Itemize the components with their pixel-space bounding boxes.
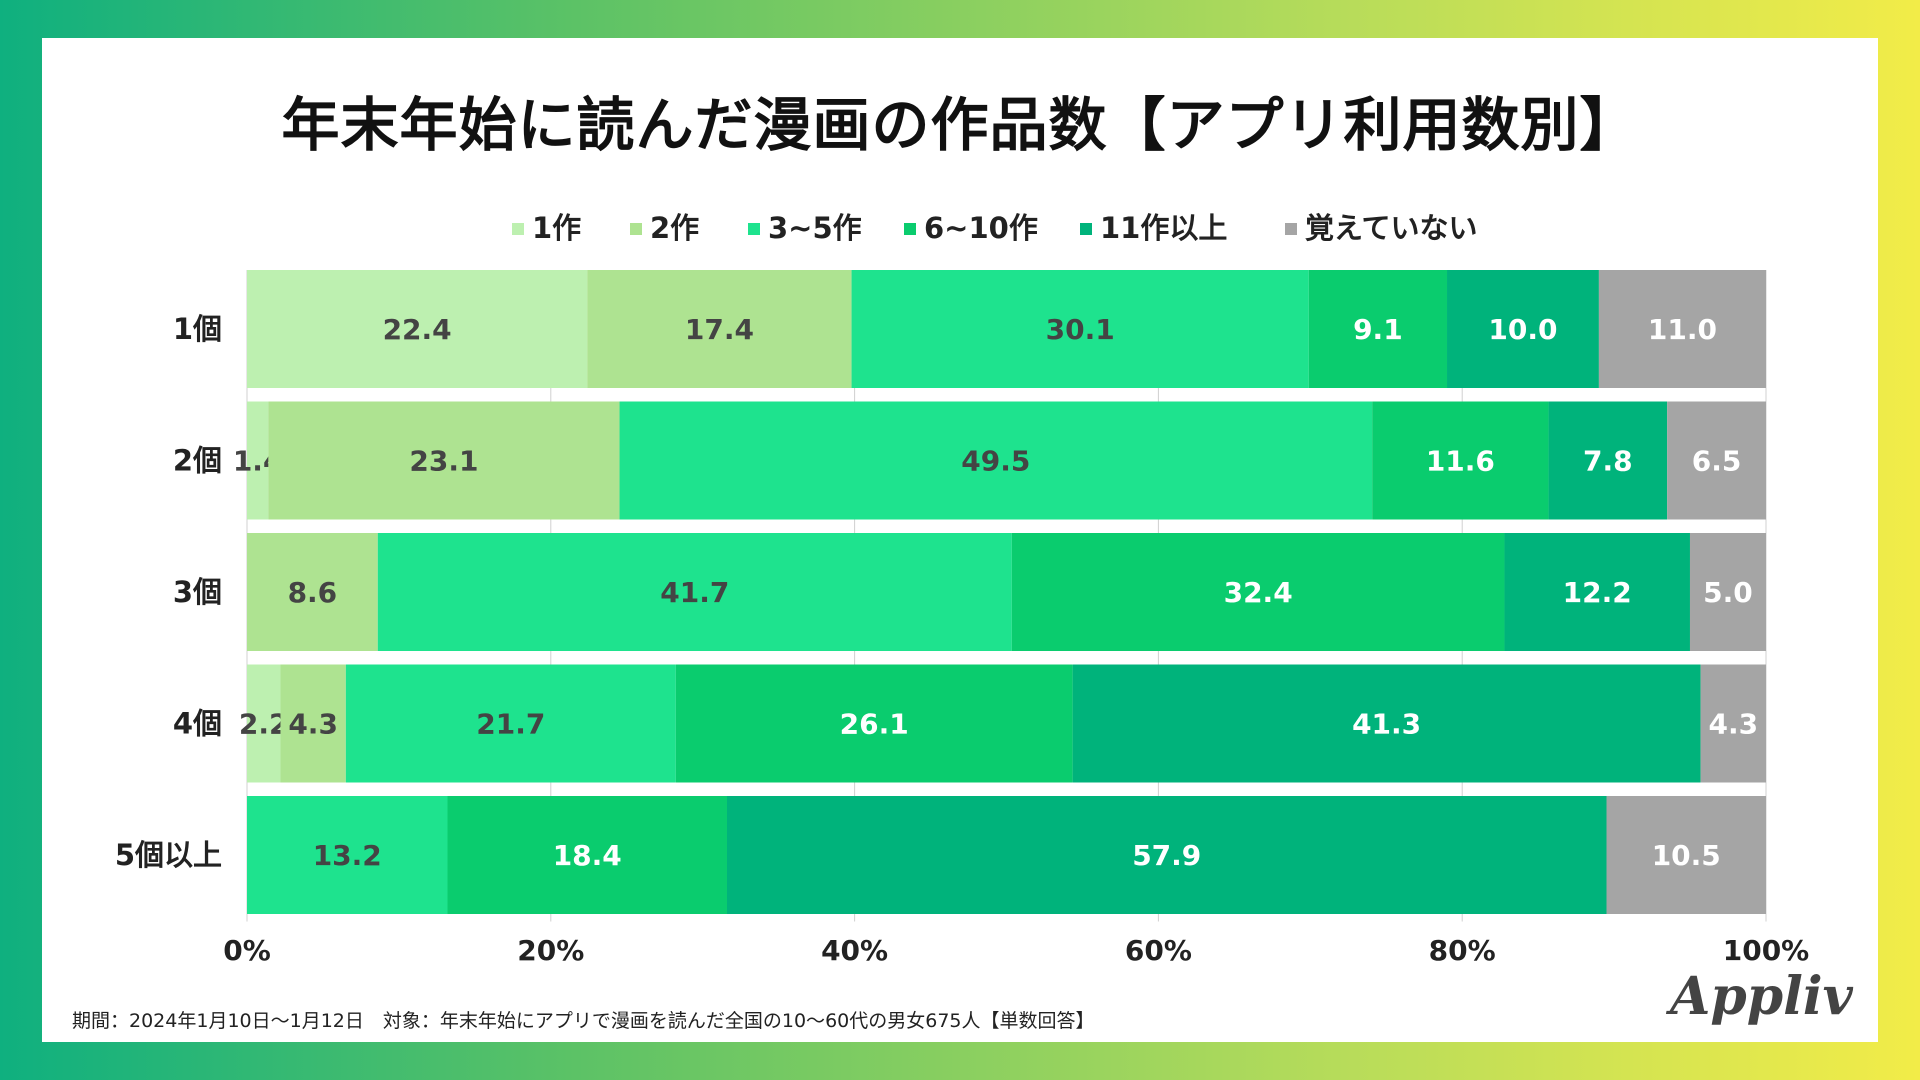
legend-label: 3~5作: [768, 211, 862, 245]
bar-value-label: 10.0: [1488, 313, 1557, 346]
bar-value-label: 2.2: [239, 708, 289, 741]
bar-segment: [447, 796, 728, 914]
bar-segment: [280, 664, 346, 783]
bar-value-label: 10.5: [1652, 839, 1721, 872]
bar-segment: [247, 270, 588, 388]
chart-title: 年末年始に読んだ漫画の作品数【アプリ利用数別】: [281, 91, 1639, 159]
bar-value-label: 4.3: [288, 708, 338, 741]
bar-segment: [1308, 270, 1448, 388]
bar-segment: [851, 270, 1309, 388]
legend-item: 11作以上: [1080, 211, 1227, 245]
bar-segment: [247, 664, 281, 783]
legend: 1作 2作 3~5作 6~10作 11作以上 覚えていない: [512, 211, 1478, 245]
legend-label: 1作: [532, 211, 581, 245]
bar-segment: [675, 664, 1073, 783]
bar-value-label: 32.4: [1224, 576, 1293, 609]
legend-swatch: [512, 223, 524, 235]
legend-label: 2作: [650, 211, 699, 245]
category-label: 4個: [173, 707, 222, 741]
bar-value-label: 30.1: [1046, 313, 1115, 346]
x-tick-label: 80%: [1429, 934, 1496, 967]
bar-value-label: 8.6: [288, 576, 338, 609]
legend-label: 覚えていない: [1305, 211, 1478, 245]
bar-segment: [268, 401, 620, 520]
x-tick-label: 100%: [1723, 934, 1810, 967]
chart-card: 年末年始に読んだ漫画の作品数【アプリ利用数別】 1作 2作 3~5作 6~10作 11作…: [42, 38, 1878, 1042]
bar-value-label: 13.2: [313, 839, 382, 872]
legend-swatch: [748, 223, 760, 235]
bar-segment: [727, 796, 1607, 914]
appliv-logo: Appliv: [1670, 966, 1853, 1027]
legend-swatch: [1285, 223, 1297, 235]
bar-segment: [1011, 533, 1505, 651]
bar-segment: [1372, 401, 1549, 520]
bar-value-label: 5.0: [1703, 576, 1753, 609]
legend-item: 覚えていない: [1285, 211, 1478, 245]
bar-segment: [587, 270, 852, 388]
bar-segment: [377, 533, 1012, 651]
bar-segment: [1504, 533, 1690, 651]
bar-segment: [1700, 664, 1766, 783]
x-tick-label: 0%: [223, 934, 271, 967]
legend-swatch: [1080, 223, 1092, 235]
bar-segment: [247, 796, 448, 914]
legend-item: 3~5作: [748, 211, 862, 245]
category-label: 5個以上: [115, 838, 222, 872]
bar-value-label: 41.3: [1352, 708, 1421, 741]
bar-segment: [1598, 270, 1766, 388]
bar-segment: [619, 401, 1373, 520]
bar-value-label: 11.0: [1648, 313, 1717, 346]
legend-swatch: [904, 223, 916, 235]
bar-segment: [345, 664, 676, 783]
legend-item: 6~10作: [904, 211, 1038, 245]
x-tick-label: 40%: [821, 934, 888, 967]
bar-value-label: 21.7: [476, 708, 545, 741]
legend-label: 6~10作: [924, 211, 1038, 245]
bar-value-label: 18.4: [553, 839, 622, 872]
category-label: 1個: [173, 312, 222, 346]
bar-value-label: 17.4: [685, 313, 754, 346]
x-tick-label: 20%: [517, 934, 584, 967]
bar-segment: [1072, 664, 1701, 783]
bar-segment: [1667, 401, 1766, 520]
legend-label: 11作以上: [1100, 211, 1227, 245]
bar-value-label: 26.1: [840, 708, 909, 741]
bar-value-label: 22.4: [383, 313, 452, 346]
bar-value-label: 11.6: [1426, 445, 1495, 478]
bar-value-label: 49.5: [961, 445, 1030, 478]
legend-item: 2作: [630, 211, 699, 245]
legend-item: 1作: [512, 211, 581, 245]
bar-segment: [1606, 796, 1766, 914]
bar-value-label: 12.2: [1563, 576, 1632, 609]
bar-value-label: 23.1: [409, 445, 478, 478]
bar-segment: [1689, 533, 1766, 651]
bar-value-label: 7.8: [1583, 445, 1633, 478]
bar-value-label: 57.9: [1132, 839, 1201, 872]
legend-swatch: [630, 223, 642, 235]
bar-segment: [247, 533, 378, 651]
bar-value-label: 4.3: [1709, 708, 1759, 741]
category-label: 2個: [173, 444, 222, 478]
x-tick-label: 60%: [1125, 934, 1192, 967]
bar-value-label: 6.5: [1692, 445, 1742, 478]
bar-segment: [247, 401, 269, 520]
stacked-bar-chart: 1作 2作 3~5作 6~10作 11作以上 覚えていない 1個 22.4 17.4 30.1 9.…: [115, 211, 1810, 967]
bar-segment: [1447, 270, 1599, 388]
category-label: 3個: [173, 575, 222, 609]
bar-segment: [1548, 401, 1668, 520]
footnote: 期間：2024年1月10日〜1月12日 対象：年末年始にアプリで漫画を読んだ全国…: [72, 1010, 1095, 1032]
bar-value-label: 41.7: [660, 576, 729, 609]
bar-value-label: 9.1: [1353, 313, 1403, 346]
